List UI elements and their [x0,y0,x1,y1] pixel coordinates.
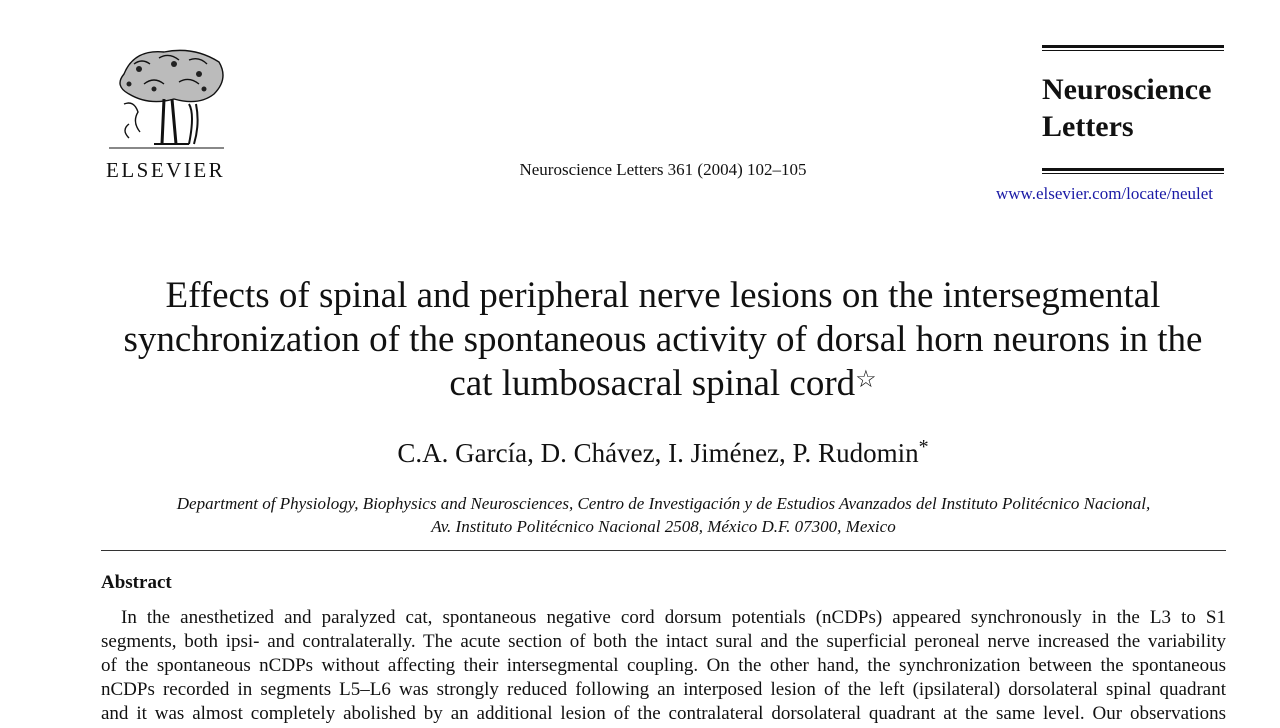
abstract-line: nCDPs recorded in segments L5–L6 was str… [101,679,1226,700]
journal-masthead: Neuroscience Letters [1042,45,1224,174]
publisher-name: ELSEVIER [106,158,226,182]
abstract-body: In the anesthetized and paralyzed cat, s… [101,606,1226,726]
tree-logo-icon [109,49,224,149]
abstract-line: In the anesthetized and paralyzed cat, s… [121,607,1226,628]
title-line-text: cat lumbosacral spinal cord [449,363,856,404]
footnote-star-mark[interactable]: ☆ [855,367,877,393]
abstract-line: and it was almost completely abolished b… [101,703,1226,724]
corresponding-author-mark[interactable]: * [918,436,929,458]
author-list: C.A. García, D. Chávez, I. Jiménez, P. R… [397,438,919,468]
abstract-line: of the spontaneous nCDPs without affecti… [101,655,1226,676]
journal-name: Neuroscience Letters [1042,71,1224,145]
abstract-line: segments, both ipsi- and contralaterally… [101,631,1226,652]
title-line: synchronization of the spontaneous activ… [123,319,1203,360]
authors: C.A. García, D. Chávez, I. Jiménez, P. R… [0,436,1280,469]
title-line: cat lumbosacral spinal cord☆ [90,362,1236,406]
article-title: Effects of spinal and peripheral nerve l… [90,274,1236,406]
affiliation: Department of Physiology, Biophysics and… [101,492,1226,538]
journal-url-link[interactable]: www.elsevier.com/locate/neulet [996,184,1213,203]
journal-name-line: Neuroscience [1042,73,1212,106]
affiliation-line: Department of Physiology, Biophysics and… [176,494,1151,513]
divider [101,550,1226,551]
double-rule-bottom [1042,168,1224,174]
affiliation-line: Av. Instituto Politécnico Nacional 2508,… [431,517,896,536]
double-rule-top [1042,45,1224,51]
elsevier-logo [104,44,232,156]
title-line: Effects of spinal and peripheral nerve l… [165,275,1161,316]
citation: Neuroscience Letters 361 (2004) 102–105 [519,160,807,179]
journal-name-line: Letters [1042,110,1134,143]
abstract-heading: Abstract [101,572,172,593]
